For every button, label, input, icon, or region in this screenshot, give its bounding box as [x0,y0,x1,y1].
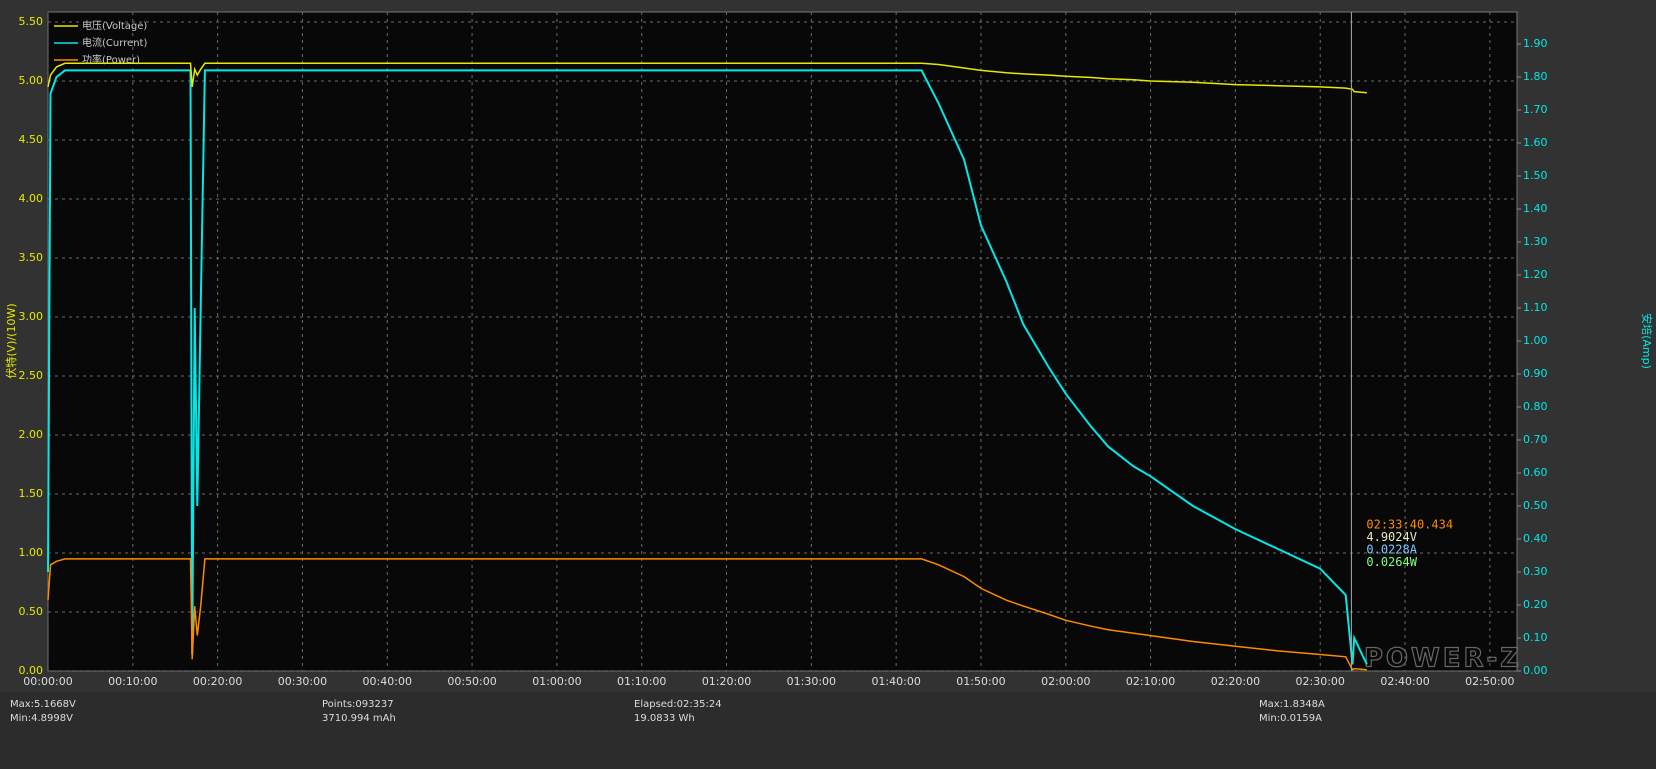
y-tick-label: 3.00 [19,310,44,323]
y-tick-label: 4.50 [19,133,44,146]
stat: 19.0833 Wh [634,713,695,724]
y2-tick-label: 0.60 [1523,466,1548,479]
y2-tick-label: 1.90 [1523,37,1548,50]
y2-tick-label: 0.20 [1523,598,1548,611]
y-tick-label: 5.00 [19,74,44,87]
x-tick-label: 02:40:00 [1380,675,1429,688]
legend-label: 电流(Current) [82,36,147,49]
series-line [47,558,1367,671]
y2-tick-label: 0.40 [1523,532,1548,545]
y2-tick-label: 0.80 [1523,400,1548,413]
y-tick-label: 3.50 [19,251,44,264]
legend-label: 电压(Voltage) [82,19,147,32]
y2-tick-label: 1.30 [1523,235,1548,248]
y2-tick-label: 0.50 [1523,499,1548,512]
y2-tick-label: 0.00 [1523,664,1548,677]
cursor-readout: 02:33:40.434 [1366,518,1453,532]
cursor-readout: 0.0228A [1366,543,1417,557]
y2-tick-label: 0.90 [1523,367,1548,380]
y-tick-label: 2.50 [19,369,44,382]
y-tick-label: 4.00 [19,192,44,205]
plot-area [47,11,1518,672]
legend-label: 功率(Power) [82,53,140,66]
y2-tick-label: 1.10 [1523,301,1548,314]
watermark: POWER-Z [1364,644,1522,674]
x-tick-label: 00:10:00 [108,675,157,688]
cursor-readout: 0.0264W [1366,555,1417,569]
x-tick-label: 01:00:00 [532,675,581,688]
x-tick-label: 02:00:00 [1041,675,1090,688]
cursor-readout: 4.9024V [1366,530,1417,544]
x-tick-label: 02:20:00 [1211,675,1260,688]
x-tick-label: 00:50:00 [447,675,496,688]
y2-tick-label: 1.20 [1523,268,1548,281]
y2-tick-label: 0.30 [1523,565,1548,578]
x-tick-label: 00:30:00 [278,675,327,688]
stat: Elapsed:02:35:24 [634,699,722,710]
stat: Max:1.8348A [1259,699,1325,710]
x-tick-label: 02:10:00 [1126,675,1175,688]
series-line [47,62,1367,94]
y2-tick-label: 1.60 [1523,136,1548,149]
stat: 3710.994 mAh [322,713,396,724]
x-tick-label: 00:00:00 [23,675,72,688]
y-tick-label: 2.00 [19,428,44,441]
y2-tick-label: 1.00 [1523,334,1548,347]
y2-tick-label: 1.40 [1523,202,1548,215]
y-tick-label: 1.00 [19,546,44,559]
y-tick-label: 5.50 [19,15,44,28]
y2-tick-label: 1.50 [1523,169,1548,182]
x-tick-label: 00:40:00 [363,675,412,688]
x-tick-label: 01:30:00 [787,675,836,688]
y-tick-label: 0.00 [19,664,44,677]
stat: Min:4.8998V [10,713,73,724]
y2-tick-label: 1.80 [1523,70,1548,83]
y2-axis-title: 安培(Amp) [1640,313,1654,369]
x-tick-label: 01:40:00 [871,675,920,688]
x-tick-label: 02:50:00 [1465,675,1514,688]
x-tick-label: 01:10:00 [617,675,666,688]
stat: Points:093237 [322,699,394,710]
y2-tick-label: 0.10 [1523,631,1548,644]
x-tick-label: 02:30:00 [1296,675,1345,688]
y-tick-label: 1.50 [19,487,44,500]
x-tick-label: 00:20:00 [193,675,242,688]
y-axis-title: 伏特(V)/(10W) [4,303,18,378]
stat: Min:0.0159A [1259,713,1322,724]
x-tick-label: 01:20:00 [702,675,751,688]
stat: Max:5.1668V [10,699,76,710]
series-line [47,69,1368,665]
y-tick-label: 0.50 [19,605,44,618]
footer [0,692,1656,769]
x-tick-label: 01:50:00 [956,675,1005,688]
y2-tick-label: 0.70 [1523,433,1548,446]
y2-tick-label: 1.70 [1523,103,1548,116]
